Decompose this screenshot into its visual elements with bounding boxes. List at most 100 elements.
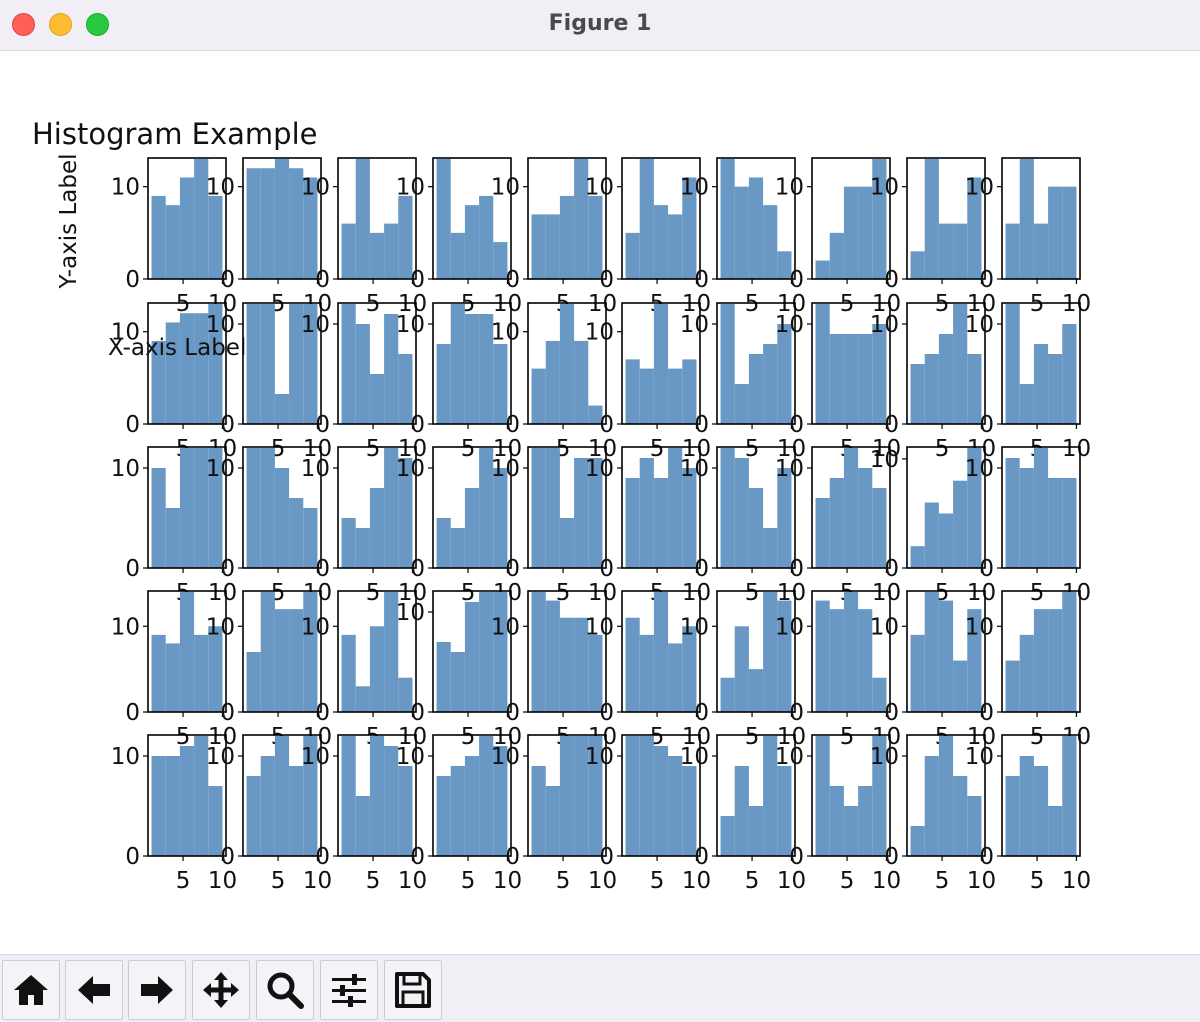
x-tick-label: 5 [745, 580, 760, 606]
y-tick-label: 10 [965, 456, 994, 482]
histogram-bar [815, 260, 830, 279]
y-tick-label: 0 [410, 700, 425, 726]
axes-frame [337, 302, 417, 425]
close-window-button[interactable] [12, 13, 35, 36]
histogram-bar [734, 384, 749, 424]
x-tick-label: 5 [1030, 724, 1045, 750]
histogram-bar [872, 488, 887, 568]
forward-button[interactable] [128, 960, 186, 1020]
y-tick-label: 0 [979, 700, 994, 726]
x-tick-label: 5 [176, 291, 191, 317]
chart-title: Histogram Example [32, 117, 317, 151]
axes-frame [337, 446, 417, 569]
home-button[interactable] [2, 960, 60, 1020]
histogram-bar [1048, 806, 1063, 856]
zoom-button[interactable] [256, 960, 314, 1020]
y-tick-label: 10 [680, 614, 709, 640]
histogram-bar [872, 159, 887, 279]
histogram-bar [1019, 634, 1034, 712]
histogram-bar [748, 669, 764, 712]
histogram-bar [369, 488, 385, 568]
histogram-bar [151, 195, 166, 279]
y-tick-label: 10 [870, 447, 899, 473]
x-tick-label: 5 [840, 868, 855, 894]
histogram-bar [398, 458, 413, 568]
x-tick-label: 5 [556, 868, 571, 894]
histogram-bar [829, 232, 844, 279]
back-button[interactable] [65, 960, 123, 1020]
x-tick-label: 10 [303, 436, 332, 462]
magnifier-icon [267, 972, 304, 1009]
y-tick-label: 10 [111, 320, 140, 346]
histogram-bar [493, 468, 508, 568]
histogram-bar [588, 736, 603, 856]
y-tick-label: 0 [599, 412, 614, 438]
y-tick-label: 10 [206, 175, 235, 201]
histogram-bar [1033, 223, 1049, 279]
histogram-bar [653, 478, 669, 568]
histogram-bar [872, 324, 887, 424]
histogram-bar [208, 195, 223, 279]
x-tick-label: 5 [745, 436, 760, 462]
pan-button[interactable] [192, 960, 250, 1020]
y-tick-label: 0 [979, 267, 994, 293]
histogram-bar [355, 324, 370, 424]
zoom-window-button[interactable] [86, 13, 109, 36]
y-tick-label: 0 [505, 412, 520, 438]
histogram-bar [436, 159, 451, 279]
histogram-bar [355, 686, 370, 712]
y-tick-label: 10 [206, 456, 235, 482]
histogram-bar [858, 334, 873, 424]
y-tick-label: 0 [884, 700, 899, 726]
x-tick-label: 5 [271, 868, 286, 894]
histogram-bar [843, 592, 859, 712]
histogram-bar [289, 609, 304, 712]
histogram-bar [545, 786, 560, 856]
histogram-bar [910, 634, 925, 712]
x-tick-label: 10 [398, 436, 427, 462]
histogram-bar [682, 359, 697, 424]
histogram-bar [355, 528, 370, 568]
y-tick-label: 10 [775, 614, 804, 640]
histogram-bar [450, 528, 465, 568]
x-tick-label: 10 [493, 291, 522, 317]
save-button[interactable] [384, 960, 442, 1020]
histogram-bar [208, 304, 223, 424]
histogram-bar [289, 498, 304, 568]
minimize-window-button[interactable] [49, 13, 72, 36]
histogram-bar [924, 354, 939, 424]
configure-subplots-button[interactable] [320, 960, 378, 1020]
y-tick-label: 10 [301, 614, 330, 640]
y-tick-label: 0 [599, 267, 614, 293]
histogram-bar [967, 796, 982, 856]
histogram-bar [967, 354, 982, 424]
histogram-bar [625, 617, 640, 712]
y-tick-label: 0 [505, 844, 520, 870]
y-tick-label: 0 [884, 556, 899, 582]
histogram-bar [545, 214, 560, 279]
histogram-bar [398, 677, 413, 712]
x-tick-label: 10 [777, 436, 806, 462]
axes-frame [147, 302, 227, 425]
x-tick-label: 10 [208, 580, 237, 606]
histogram-bar [763, 736, 778, 856]
y-tick-label: 0 [599, 700, 614, 726]
x-tick-label: 10 [493, 868, 522, 894]
histogram-bar [574, 159, 589, 279]
histogram-bar [763, 528, 778, 568]
x-tick-label: 5 [461, 580, 476, 606]
y-tick-label: 0 [315, 412, 330, 438]
y-tick-label: 10 [775, 744, 804, 770]
histogram-figure: 0105100105100105100105100105100105100105… [32, 117, 1091, 894]
histogram-bar [763, 344, 778, 424]
histogram-bar [829, 609, 844, 712]
histogram-bar [872, 677, 887, 712]
y-tick-label: 10 [680, 456, 709, 482]
histogram-bar [953, 223, 968, 279]
y-tick-label: 10 [206, 614, 235, 640]
x-tick-label: 5 [366, 436, 381, 462]
histogram-bar [151, 340, 166, 424]
histogram-bar [464, 602, 480, 712]
y-tick-label: 0 [505, 700, 520, 726]
axes-frame [527, 446, 607, 569]
